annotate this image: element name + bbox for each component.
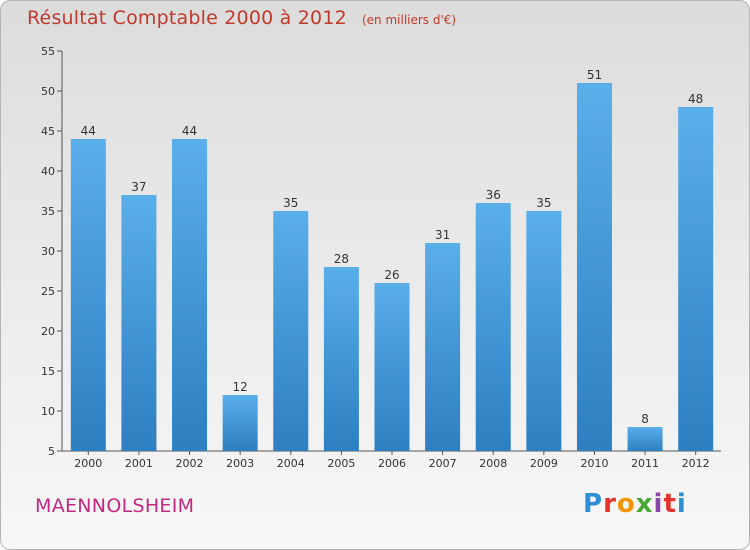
logo-letter: P [583, 489, 604, 519]
x-tick-label: 2006 [378, 457, 406, 470]
bar-value-label: 51 [587, 68, 602, 82]
chart-title: Résultat Comptable 2000 à 2012 [27, 7, 347, 29]
logo-letter: r [603, 489, 617, 519]
x-tick-label: 2010 [580, 457, 608, 470]
bar-value-label: 12 [233, 380, 248, 394]
x-tick-label: 2002 [176, 457, 204, 470]
y-tick-label: 25 [41, 285, 55, 298]
bar-2005 [323, 267, 359, 451]
chart-unit-note: (en milliers d'€) [361, 13, 457, 27]
x-tick-label: 2000 [74, 457, 102, 470]
chart-bars [70, 83, 714, 451]
bar-value-label: 35 [536, 196, 551, 210]
bar-value-label: 35 [283, 196, 298, 210]
bar-value-label: 48 [688, 92, 703, 106]
bar-value-label: 36 [486, 188, 501, 202]
x-tick-label: 2007 [429, 457, 457, 470]
y-tick-label: 20 [41, 325, 55, 338]
bar-value-label: 31 [435, 228, 450, 242]
bar-2002 [172, 139, 208, 451]
commune-name: MAENNOLSHEIM [35, 495, 195, 517]
bar-value-label: 28 [334, 252, 349, 266]
logo-letter: x [635, 489, 654, 519]
bar-value-label: 26 [384, 268, 399, 282]
x-tick-label: 2003 [226, 457, 254, 470]
title-row: Résultat Comptable 2000 à 2012 (en milli… [27, 7, 456, 29]
y-tick-label: 35 [41, 205, 55, 218]
bar-value-label: 37 [131, 180, 146, 194]
logo-letter: o [616, 489, 636, 519]
y-tick-label: 5 [48, 445, 55, 458]
logo-letter: i [676, 489, 687, 519]
logo-letter: i [653, 489, 664, 519]
bar-2008 [475, 203, 511, 451]
bar-2010 [576, 83, 612, 451]
bar-2012 [678, 107, 714, 451]
bar-value-label: 44 [81, 124, 96, 138]
y-tick-label: 40 [41, 165, 55, 178]
y-tick-label: 55 [41, 45, 55, 58]
bar-2004 [273, 211, 309, 451]
chart-labels: 44 2000 37 2001 44 2002 12 2003 35 2004 28 2005 26 20… [74, 68, 709, 470]
y-tick-label: 30 [41, 245, 55, 258]
x-tick-label: 2011 [631, 457, 659, 470]
x-tick-label: 2005 [327, 457, 355, 470]
x-tick-label: 2004 [277, 457, 305, 470]
bar-2000 [70, 139, 106, 451]
bar-2003 [222, 395, 258, 451]
x-tick-label: 2012 [682, 457, 710, 470]
bar-2006 [374, 283, 410, 451]
x-tick-label: 2008 [479, 457, 507, 470]
bar-2011 [627, 427, 663, 451]
y-tick-label: 45 [41, 125, 55, 138]
y-tick-label: 50 [41, 85, 55, 98]
bar-2001 [121, 195, 157, 451]
x-tick-label: 2009 [530, 457, 558, 470]
bar-value-label: 44 [182, 124, 197, 138]
x-tick-label: 2001 [125, 457, 153, 470]
bar-value-label: 8 [641, 412, 649, 426]
bar-2007 [425, 243, 461, 451]
bar-2009 [526, 211, 562, 451]
proxiti-logo: Proxiti [583, 489, 687, 519]
y-tick-label: 10 [41, 405, 55, 418]
y-tick-label: 15 [41, 365, 55, 378]
logo-letter: t [663, 489, 677, 519]
